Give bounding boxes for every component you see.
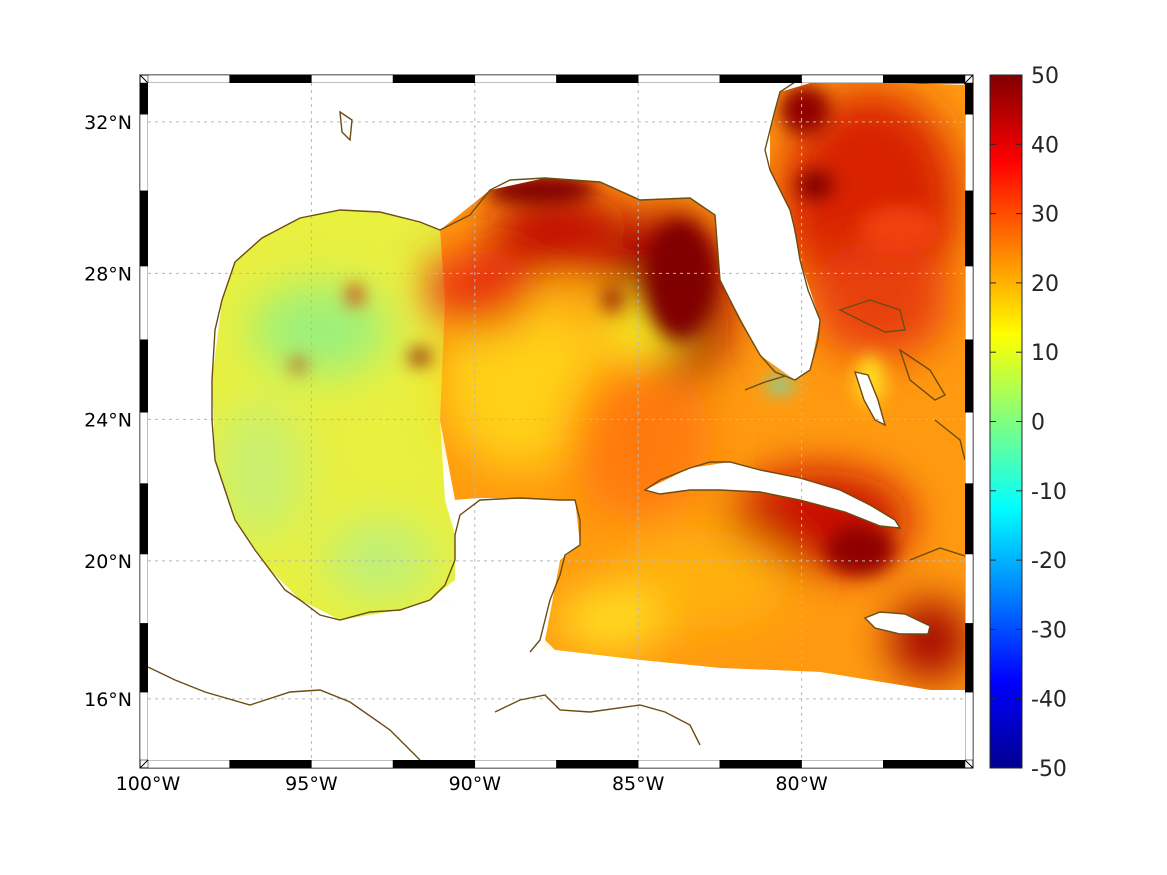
- colorbar-tick-label: 0: [1031, 411, 1045, 436]
- colorbar-tick-label: 40: [1031, 133, 1059, 158]
- lon-tick-label: 95°W: [285, 773, 338, 795]
- lat-tick-label: 20°N: [84, 551, 132, 573]
- lat-tick-label: 24°N: [84, 409, 132, 431]
- colorbar-tick-label: -30: [1031, 618, 1067, 643]
- lat-tick-label: 32°N: [84, 112, 132, 134]
- colorbar-tick-label: -20: [1031, 549, 1067, 574]
- yucatan-land: [430, 498, 580, 650]
- lon-tick-label: 90°W: [449, 773, 502, 795]
- colorbar-tick-label: 30: [1031, 203, 1059, 228]
- colorbar-tick-label: 50: [1031, 64, 1059, 89]
- colorbar-tick-label: 10: [1031, 341, 1059, 366]
- colorbar: 50 40 30 20 10 0 -10 -20 -30 -40 -50: [989, 64, 1067, 782]
- graticule: [148, 83, 965, 760]
- latitude-labels: 16°N 20°N 24°N 28°N 32°N: [84, 112, 132, 711]
- lon-tick-label: 100°W: [116, 773, 181, 795]
- land-mask: [148, 83, 965, 760]
- lat-tick-label: 28°N: [84, 263, 132, 285]
- texas-mexico-coastline: [221, 83, 821, 381]
- bahamas-coastline: [838, 299, 965, 461]
- yucatan-coastline: [429, 497, 581, 653]
- colorbar-tick-label: -10: [1031, 480, 1067, 505]
- florida-keys-coastline: [744, 375, 786, 391]
- jamaica-coastline: [863, 611, 931, 635]
- cuba-land: [645, 462, 900, 528]
- sst-anomaly-field: [212, 83, 965, 690]
- north-american-land: [148, 83, 820, 380]
- colorbar-tick-label: -50: [1031, 757, 1067, 782]
- lake-coastline: [339, 110, 353, 142]
- central-america-coastline: [494, 694, 701, 746]
- bahamas-land: [855, 372, 885, 425]
- colorbar-tick-label: 20: [1031, 272, 1059, 297]
- lon-tick-label: 80°W: [775, 773, 828, 795]
- mexico-coastline: [211, 299, 431, 621]
- central-america-land: [148, 600, 965, 760]
- lat-tick-label: 16°N: [84, 689, 132, 711]
- jamaica-land: [865, 612, 930, 634]
- cuba-coastline: [643, 461, 902, 529]
- coastlines: [148, 83, 965, 760]
- colorbar-tick-label: -40: [1031, 688, 1067, 713]
- lon-tick-label: 85°W: [612, 773, 665, 795]
- us-mexico-gulf-coast: [148, 666, 421, 760]
- mexico-west-land: [148, 300, 340, 625]
- longitude-labels: 100°W 95°W 90°W 85°W 80°W: [116, 773, 828, 795]
- hispaniola-coastline: [909, 547, 965, 561]
